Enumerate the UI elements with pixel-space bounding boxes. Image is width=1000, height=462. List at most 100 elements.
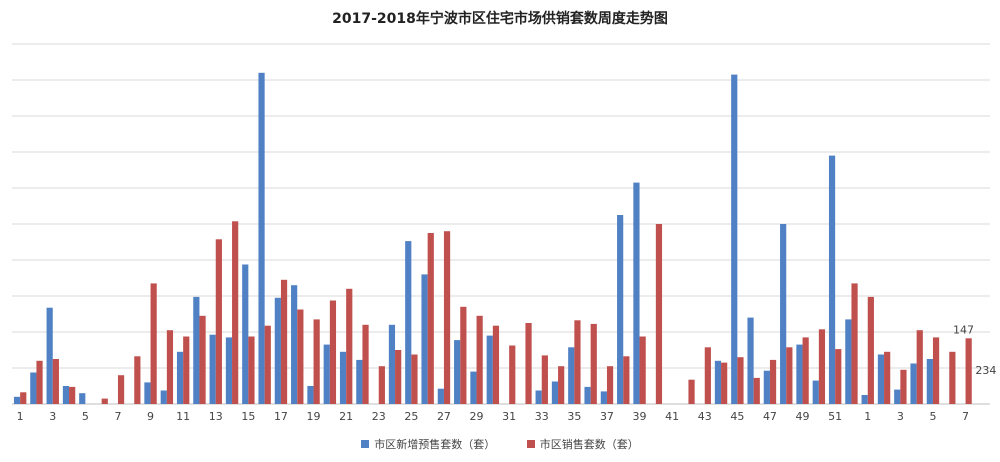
- data-label: 147: [953, 323, 974, 336]
- bar-new-presale: [421, 274, 428, 404]
- bar-sales: [52, 359, 59, 404]
- x-tick-label: 9: [147, 410, 154, 423]
- bar-new-presale: [388, 324, 396, 404]
- x-tick-label: 1: [864, 410, 871, 423]
- bar-new-presale: [894, 389, 901, 404]
- bar-new-presale: [617, 215, 624, 404]
- bar-sales: [721, 362, 728, 404]
- bar-new-presale: [828, 155, 836, 404]
- bar-new-presale: [861, 395, 868, 404]
- bar-sales: [884, 351, 891, 404]
- bar-sales: [395, 350, 402, 404]
- bar-sales: [134, 356, 141, 404]
- data-labels: 147 234: [953, 323, 996, 377]
- bar-sales: [199, 315, 206, 404]
- x-tick-label: 3: [897, 410, 904, 423]
- bar-new-presale: [551, 381, 559, 404]
- bar-sales: [476, 315, 483, 404]
- bar-new-presale: [258, 72, 265, 405]
- gridlines: [12, 43, 990, 405]
- bar-new-presale: [339, 351, 347, 404]
- bar-sales: [916, 330, 923, 404]
- bar-sales: [69, 386, 76, 404]
- bar-new-presale: [796, 344, 803, 404]
- bar-sales: [639, 336, 646, 404]
- x-tick-label: 21: [339, 410, 353, 423]
- bar-new-presale: [568, 347, 575, 404]
- x-tick-label: 3: [49, 410, 56, 423]
- bar-sales: [688, 379, 695, 404]
- bar-sales: [346, 288, 353, 404]
- x-tick-label: 11: [176, 410, 190, 423]
- bar-new-presale: [46, 307, 53, 404]
- bar-new-presale: [535, 390, 542, 404]
- x-tick-label: 13: [209, 410, 223, 423]
- bar-sales: [704, 347, 711, 404]
- legend-label: 市区销售套数（套）: [539, 438, 639, 451]
- bar-new-presale: [454, 340, 461, 404]
- x-tick-label: 25: [404, 410, 418, 423]
- x-tick-label: 17: [274, 410, 288, 423]
- bar-sales: [835, 349, 842, 404]
- bar-sales: [965, 338, 972, 404]
- bar-sales: [215, 239, 222, 404]
- x-tick-label: 45: [730, 410, 744, 423]
- bar-new-presale: [274, 297, 281, 404]
- bar-sales: [411, 354, 418, 404]
- bar-new-presale: [812, 380, 819, 404]
- bar-sales: [541, 355, 548, 404]
- x-tick-label: 29: [470, 410, 484, 423]
- x-tick-label: 19: [307, 410, 321, 423]
- bar-new-presale: [845, 319, 852, 404]
- bar-new-presale: [731, 74, 738, 404]
- bar-sales: [427, 233, 434, 404]
- bar-new-presale: [225, 337, 233, 404]
- bar-new-presale: [291, 285, 298, 404]
- bar-sales: [313, 319, 320, 404]
- bar-new-presale: [714, 360, 722, 404]
- bars: [13, 72, 972, 405]
- bar-sales: [378, 366, 385, 404]
- bar-sales: [232, 221, 239, 404]
- x-tick-label: 5: [82, 410, 89, 423]
- bar-new-presale: [633, 182, 640, 404]
- legend-swatch-blue: [361, 440, 370, 448]
- x-tick-label: 49: [796, 410, 810, 423]
- x-tick-label: 33: [535, 410, 549, 423]
- x-axis-labels: 1 3 5 7 9 11 13 15 17 19 21 23 25 27 29 31 33 35 37 39 41 43 4…: [17, 410, 969, 423]
- chart-title: 2017-2018年宁波市区住宅市场供销套数周度走势图: [332, 11, 668, 27]
- x-tick-label: 39: [633, 410, 647, 423]
- x-tick-label: 43: [698, 410, 712, 423]
- bar-new-presale: [405, 241, 412, 404]
- x-tick-label: 27: [437, 410, 451, 423]
- bar-sales: [655, 224, 663, 404]
- bar-new-presale: [910, 363, 917, 404]
- bar-new-presale: [780, 224, 787, 404]
- bar-new-presale: [486, 335, 493, 404]
- x-tick-label: 41: [665, 410, 679, 423]
- bar-new-presale: [877, 354, 885, 404]
- bar-sales: [574, 320, 581, 404]
- bar-new-presale: [747, 317, 754, 404]
- bar-new-presale: [209, 334, 216, 404]
- bar-sales: [623, 356, 630, 404]
- bar-sales: [280, 279, 288, 404]
- bar-sales: [900, 369, 907, 404]
- bar-new-presale: [62, 386, 70, 404]
- legend-swatch-red: [526, 440, 535, 448]
- bar-sales: [264, 325, 271, 404]
- bar-sales: [932, 337, 940, 404]
- legend: 市区新增预售套数（套） 市区销售套数（套）: [0, 436, 1000, 452]
- bar-sales: [443, 231, 451, 404]
- bar-new-presale: [144, 382, 151, 404]
- bar-new-presale: [30, 372, 37, 404]
- x-tick-label: 7: [962, 410, 969, 423]
- bar-new-presale: [242, 264, 249, 404]
- bar-sales: [362, 324, 369, 404]
- bar-sales: [492, 325, 500, 404]
- bar-new-presale: [437, 388, 444, 404]
- bar-sales: [183, 336, 190, 404]
- x-tick-label: 47: [763, 410, 777, 423]
- bar-sales: [558, 366, 565, 404]
